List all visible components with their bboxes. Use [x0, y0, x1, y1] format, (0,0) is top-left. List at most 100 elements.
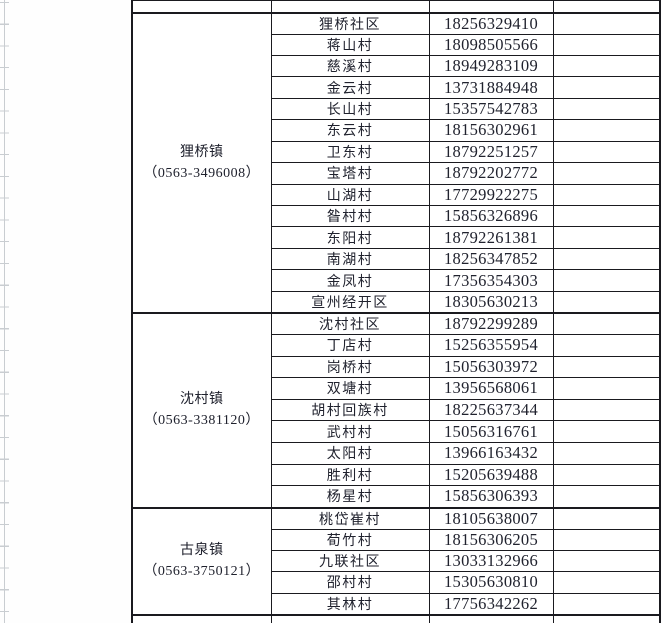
note-cell[interactable] — [552, 485, 661, 509]
phone-cell[interactable]: 15205639488 — [428, 463, 554, 487]
note-cell[interactable] — [552, 269, 661, 292]
village-cell[interactable]: 胜利村 — [270, 463, 430, 487]
town-name: 狸桥镇 — [180, 144, 224, 160]
phone-cell[interactable]: 18225637344 — [428, 398, 554, 422]
village-cell[interactable]: 金云村 — [270, 76, 430, 99]
note-cell[interactable] — [552, 355, 661, 379]
phone-cell[interactable]: 13731884948 — [428, 76, 554, 99]
village-cell[interactable]: 宣州经开区 — [270, 290, 430, 314]
note-cell[interactable] — [552, 162, 661, 185]
note-cell[interactable] — [552, 311, 661, 335]
phone-cell-clipped[interactable] — [428, 613, 554, 623]
phone-cell[interactable]: 18256329410 — [428, 11, 554, 35]
phone-cell[interactable]: 18949283109 — [428, 54, 554, 78]
phone-cell[interactable]: 17356354303 — [428, 269, 554, 292]
village-cell[interactable]: 东云村 — [270, 119, 430, 142]
note-cell[interactable] — [552, 226, 661, 249]
note-cell[interactable] — [552, 571, 661, 594]
note-cell[interactable] — [552, 97, 661, 121]
note-cell[interactable] — [552, 528, 661, 551]
phone-cell[interactable]: 15056316761 — [428, 420, 554, 444]
note-cell[interactable] — [552, 76, 661, 99]
village-cell[interactable]: 蒋山村 — [270, 33, 430, 56]
phone-cell[interactable]: 15357542783 — [428, 97, 554, 121]
village-cell[interactable]: 沈村社区 — [270, 311, 430, 335]
village-cell[interactable]: 邵村村 — [270, 571, 430, 594]
note-cell[interactable] — [552, 333, 661, 357]
phone-cell[interactable]: 15305630810 — [428, 571, 554, 594]
note-cell-clipped[interactable] — [552, 0, 661, 13]
note-cell[interactable] — [552, 549, 661, 573]
phone-cell[interactable]: 18105638007 — [428, 506, 554, 530]
note-cell[interactable] — [552, 33, 661, 56]
phone-cell[interactable]: 18792299289 — [428, 311, 554, 335]
village-cell[interactable]: 昝村村 — [270, 204, 430, 228]
village-cell[interactable]: 荀竹村 — [270, 528, 430, 551]
phone-cell[interactable]: 13956568061 — [428, 377, 554, 400]
village-cell[interactable]: 卫东村 — [270, 140, 430, 164]
village-cell[interactable]: 宝塔村 — [270, 162, 430, 185]
village-cell[interactable]: 南湖村 — [270, 247, 430, 271]
village-cell[interactable]: 狸桥社区 — [270, 11, 430, 35]
village-cell[interactable]: 丁店村 — [270, 333, 430, 357]
village-cell[interactable]: 山湖村 — [270, 183, 430, 207]
phone-cell[interactable]: 18305630213 — [428, 290, 554, 314]
note-cell[interactable] — [552, 11, 661, 35]
town-phone: （0563-3381120） — [143, 413, 260, 429]
phone-cell[interactable]: 18256347852 — [428, 247, 554, 271]
note-cell[interactable] — [552, 119, 661, 142]
village-cell[interactable]: 杨星村 — [270, 485, 430, 509]
note-cell[interactable] — [552, 183, 661, 207]
note-cell[interactable] — [552, 442, 661, 465]
village-cell[interactable]: 金凤村 — [270, 269, 430, 292]
phone-cell[interactable]: 15856306393 — [428, 485, 554, 509]
note-cell[interactable] — [552, 290, 661, 314]
village-cell[interactable]: 长山村 — [270, 97, 430, 121]
note-cell[interactable] — [552, 506, 661, 530]
phone-cell[interactable]: 18156302961 — [428, 119, 554, 142]
town-cell[interactable]: 沈村镇 （0563-3381120） — [131, 311, 272, 509]
village-cell[interactable]: 东阳村 — [270, 226, 430, 249]
village-cell[interactable]: 九联社区 — [270, 549, 430, 573]
table-row: 荀竹村 18156306205 — [132, 528, 661, 551]
village-cell-clipped[interactable] — [270, 613, 430, 623]
town-cell-clipped[interactable] — [131, 613, 272, 623]
phone-cell[interactable]: 15256355954 — [428, 333, 554, 357]
note-cell[interactable] — [552, 247, 661, 271]
phone-cell[interactable]: 15856326896 — [428, 204, 554, 228]
note-cell[interactable] — [552, 398, 661, 422]
village-cell[interactable]: 胡村回族村 — [270, 398, 430, 422]
note-cell[interactable] — [552, 54, 661, 78]
town-cell-clipped[interactable] — [131, 0, 272, 13]
phone-cell[interactable]: 18156306205 — [428, 528, 554, 551]
phone-cell[interactable]: 18792202772 — [428, 162, 554, 185]
village-cell[interactable]: 桃岱崔村 — [270, 506, 430, 530]
note-cell[interactable] — [552, 204, 661, 228]
note-cell[interactable] — [552, 463, 661, 487]
town-cell[interactable]: 古泉镇 （0563-3750121） — [131, 506, 272, 616]
phone-cell[interactable]: 13033132966 — [428, 549, 554, 573]
phone-cell[interactable]: 13966163432 — [428, 442, 554, 465]
village-cell[interactable]: 双塘村 — [270, 377, 430, 400]
note-cell[interactable] — [552, 592, 661, 616]
phone-cell[interactable]: 18792251257 — [428, 140, 554, 164]
phone-cell-clipped[interactable] — [428, 0, 554, 13]
village-cell[interactable]: 武村村 — [270, 420, 430, 444]
village-cell[interactable]: 慈溪村 — [270, 54, 430, 78]
phone-cell[interactable]: 18098505566 — [428, 33, 554, 56]
village-cell[interactable]: 其林村 — [270, 592, 430, 616]
village-cell-clipped[interactable] — [270, 0, 430, 13]
village-cell[interactable]: 岗桥村 — [270, 355, 430, 379]
phone-cell[interactable]: 17756342262 — [428, 592, 554, 616]
table-row: 沈村镇 （0563-3381120） 沈村社区 18792299289 — [131, 311, 661, 509]
phone-cell[interactable]: 17729922275 — [428, 183, 554, 207]
note-cell[interactable] — [552, 377, 661, 400]
town-phone: （0563-3750121） — [143, 564, 261, 580]
phone-cell[interactable]: 18792261381 — [428, 226, 554, 249]
phone-cell[interactable]: 15056303972 — [428, 355, 554, 379]
town-cell[interactable]: 狸桥镇 （0563-3496008） — [131, 11, 272, 314]
village-cell[interactable]: 太阳村 — [270, 442, 430, 465]
note-cell[interactable] — [552, 140, 661, 164]
note-cell-clipped[interactable] — [552, 613, 661, 623]
note-cell[interactable] — [552, 420, 661, 444]
